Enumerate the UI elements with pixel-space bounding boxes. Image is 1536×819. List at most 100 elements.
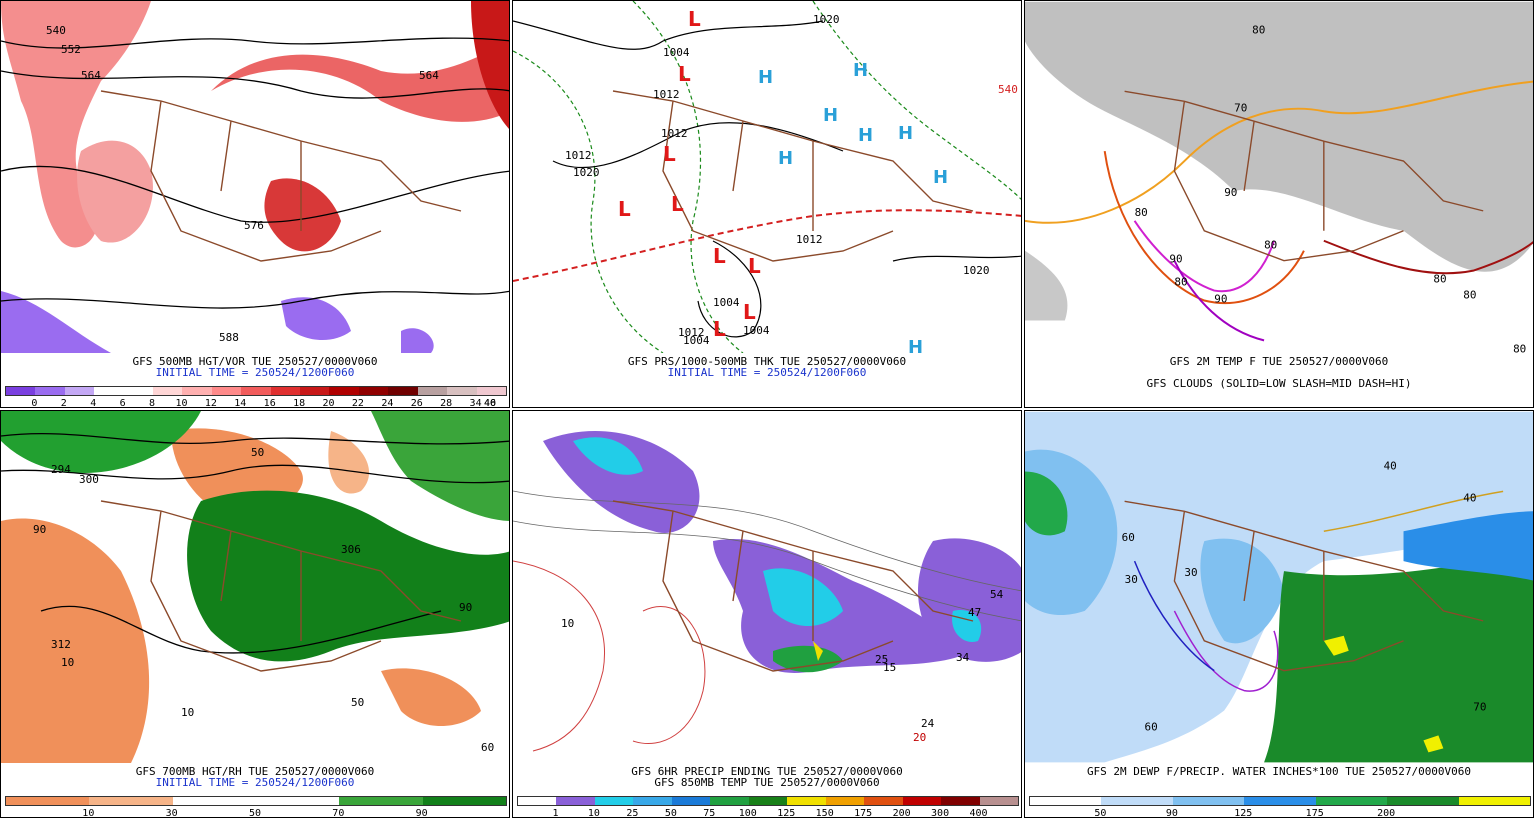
height-label: 588 <box>219 331 239 344</box>
isobar-label: 1020 <box>813 13 840 26</box>
legend-tick-label: 16 <box>263 398 276 408</box>
isotherm-label: 70 <box>1234 101 1247 114</box>
legend-tick-label: 1 <box>552 808 559 818</box>
legend-swatch <box>422 797 506 805</box>
legend-tick-label: 2 <box>60 398 67 408</box>
panel-caption: GFS 500MB HGT/VOR TUE 250527/0000V060 <box>132 355 378 368</box>
legend-swatch <box>241 387 271 395</box>
legend-tick-label: 34 <box>469 398 482 408</box>
legend-swatch <box>710 797 749 805</box>
legend-swatch <box>1244 797 1316 805</box>
dewpoint-label: 60 <box>1122 531 1135 544</box>
legend-tick-label: 40 <box>483 398 497 408</box>
legend-tick-label: 6 <box>119 398 126 408</box>
legend-swatch <box>447 387 477 395</box>
legend-swatch <box>339 797 423 805</box>
legend-swatch <box>1315 797 1388 805</box>
legend-swatch <box>1458 797 1530 805</box>
legend-swatch <box>594 797 634 805</box>
rh-label: 50 <box>351 696 364 709</box>
isotherm-label: 90 <box>1214 293 1227 306</box>
precip-map: 10 20 15 24 34 47 54 25 20 <box>513 411 1021 763</box>
isobar-label: 1004 <box>743 324 770 337</box>
legend-tick-label: 175 <box>1305 808 1324 818</box>
height-label: 564 <box>419 69 439 82</box>
thickness-label: 540 <box>998 83 1018 96</box>
isotherm-label: 90 <box>1224 186 1237 199</box>
legend-swatch <box>1030 797 1102 805</box>
isobar-label: 1004 <box>663 46 690 59</box>
svg-text:H: H <box>858 125 873 146</box>
panel-subcaption: GFS CLOUDS (SOLID=LOW SLASH=MID DASH=HI) <box>1146 377 1412 390</box>
legend-swatch <box>153 387 183 395</box>
legend-swatch <box>172 797 256 805</box>
legend-swatch <box>518 797 557 805</box>
temp-label: 20 <box>913 731 926 744</box>
svg-text:L: L <box>688 7 701 31</box>
dewpoint-label: 60 <box>1145 720 1158 733</box>
svg-text:L: L <box>618 197 631 221</box>
height-label: 300 <box>79 473 99 486</box>
legend-swatch <box>6 797 90 805</box>
panel-subcaption: GFS 850MB TEMP TUE 250527/0000V060 <box>654 776 880 789</box>
svg-text:H: H <box>823 105 838 126</box>
legend-tick-label: 12 <box>204 398 217 408</box>
svg-text:H: H <box>758 67 773 88</box>
svg-text:L: L <box>748 254 761 278</box>
rh-label: 10 <box>181 706 194 719</box>
svg-text:L: L <box>713 317 726 341</box>
legend-tick-label: 125 <box>777 808 796 818</box>
legend-swatch <box>825 797 865 805</box>
legend-tick-label: 70 <box>332 808 345 818</box>
rh-label: 90 <box>33 523 46 536</box>
dewpoint-label: 40 <box>1384 459 1397 472</box>
height-label: 564 <box>81 69 101 82</box>
legend-tick-label: 400 <box>969 808 988 818</box>
legend-tick-label: 75 <box>703 808 716 818</box>
legend-swatch <box>211 387 242 395</box>
isobar-label: 1012 <box>565 149 592 162</box>
legend-swatch <box>748 797 788 805</box>
dewpoint-label: 30 <box>1184 566 1197 579</box>
temperature-map: 80 70 80 90 80 90 80 90 80 80 80 <box>1025 1 1533 353</box>
pressure-map: LLL L LL LLL H HH HH H HH 1020 1004 1012 10… <box>513 1 1021 353</box>
svg-text:L: L <box>743 300 756 324</box>
legend-tick-label: 90 <box>415 808 428 818</box>
height-label: 306 <box>341 543 361 556</box>
svg-text:L: L <box>713 244 726 268</box>
rh-label: 90 <box>459 601 472 614</box>
color-legend-bar <box>517 796 1019 806</box>
precip-label: 54 <box>990 588 1004 601</box>
isotherm-label: 80 <box>1135 206 1148 219</box>
panel-6hr-precip-850mb-temp: 10 20 15 24 34 47 54 25 20 GFS 6HR PRECI… <box>512 410 1022 818</box>
legend-tick-label: 50 <box>1094 808 1107 818</box>
isobar-label: 1004 <box>713 296 740 309</box>
panel-caption: GFS 700MB HGT/RH TUE 250527/0000V060 <box>135 765 375 778</box>
panel-500mb-height-vorticity: 540 552 564 564 576 588 GFS 500MB HGT/VO… <box>0 0 510 408</box>
svg-text:H: H <box>898 123 913 144</box>
legend-tick-label: 14 <box>234 398 247 408</box>
rh-label: 50 <box>251 446 264 459</box>
isotherm-label: 80 <box>1174 276 1187 289</box>
svg-text:L: L <box>663 142 676 166</box>
panel-2m-dewpoint-precip-water: 60 30 40 30 60 40 70 GFS 2M DEWP F/PRECI… <box>1024 410 1534 818</box>
legend-swatch <box>64 387 95 395</box>
legend-tick-label: 30 <box>165 808 178 818</box>
legend-swatch <box>1101 797 1173 805</box>
legend-tick-label: 22 <box>351 398 364 408</box>
legend-tick-label: 8 <box>149 398 156 408</box>
precip-label: 47 <box>968 606 981 619</box>
legend-tick-label: 4 <box>90 398 97 408</box>
legend-swatch <box>671 797 711 805</box>
legend-swatch <box>329 387 359 395</box>
temp-label: 15 <box>883 661 896 674</box>
legend-swatch <box>6 387 36 395</box>
legend-tick-label: 18 <box>293 398 306 408</box>
legend-swatch <box>476 387 506 395</box>
height-label: 540 <box>46 24 66 37</box>
legend-tick-label: 175 <box>854 808 873 818</box>
legend-swatch <box>255 797 340 805</box>
panel-caption: GFS 2M DEWP F/PRECIP. WATER INCHES*100 T… <box>1086 765 1472 778</box>
isobar-label: 1012 <box>678 326 705 339</box>
isobar-label: 1012 <box>661 127 688 140</box>
